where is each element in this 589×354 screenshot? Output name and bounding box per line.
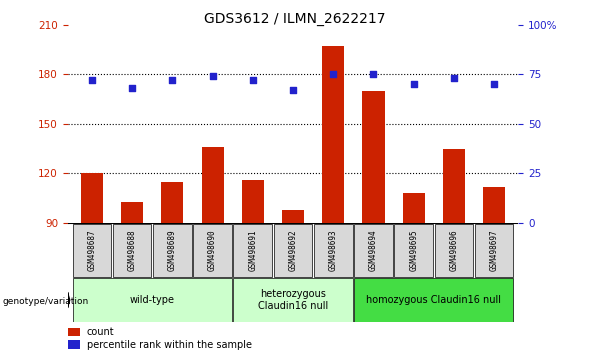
FancyBboxPatch shape xyxy=(354,224,393,277)
FancyBboxPatch shape xyxy=(435,224,474,277)
Text: heterozygous
Claudin16 null: heterozygous Claudin16 null xyxy=(258,289,328,311)
FancyBboxPatch shape xyxy=(233,224,272,277)
Text: percentile rank within the sample: percentile rank within the sample xyxy=(87,340,252,350)
Text: GSM498689: GSM498689 xyxy=(168,230,177,271)
Text: GSM498690: GSM498690 xyxy=(208,230,217,271)
FancyBboxPatch shape xyxy=(233,278,353,322)
Point xyxy=(87,78,97,83)
FancyBboxPatch shape xyxy=(193,224,232,277)
Bar xyxy=(68,341,80,349)
Text: genotype/variation: genotype/variation xyxy=(3,297,89,307)
FancyBboxPatch shape xyxy=(112,224,151,277)
Point xyxy=(409,81,418,87)
Bar xyxy=(241,180,264,223)
Point xyxy=(248,78,257,83)
Bar xyxy=(282,210,304,223)
Point xyxy=(289,87,298,93)
FancyArrow shape xyxy=(66,287,70,313)
Bar xyxy=(68,328,80,336)
Text: GDS3612 / ILMN_2622217: GDS3612 / ILMN_2622217 xyxy=(204,12,385,27)
FancyBboxPatch shape xyxy=(354,278,514,322)
Bar xyxy=(483,187,505,223)
Text: homozygous Claudin16 null: homozygous Claudin16 null xyxy=(366,295,501,305)
Text: wild-type: wild-type xyxy=(130,295,175,305)
Text: GSM498693: GSM498693 xyxy=(329,230,337,271)
Text: GSM498696: GSM498696 xyxy=(449,230,458,271)
FancyBboxPatch shape xyxy=(153,224,191,277)
Bar xyxy=(201,147,224,223)
Point xyxy=(369,72,378,77)
FancyBboxPatch shape xyxy=(314,224,353,277)
Text: GSM498687: GSM498687 xyxy=(87,230,97,271)
Bar xyxy=(403,193,425,223)
FancyBboxPatch shape xyxy=(475,224,514,277)
Point xyxy=(449,75,459,81)
Text: GSM498694: GSM498694 xyxy=(369,230,378,271)
Text: GSM498691: GSM498691 xyxy=(249,230,257,271)
Point xyxy=(329,72,338,77)
Text: GSM498695: GSM498695 xyxy=(409,230,418,271)
Bar xyxy=(81,173,103,223)
Bar xyxy=(322,46,345,223)
Point xyxy=(489,81,499,87)
Text: GSM498688: GSM498688 xyxy=(128,230,137,271)
Point xyxy=(208,74,217,79)
Text: GSM498692: GSM498692 xyxy=(289,230,297,271)
Point xyxy=(127,85,137,91)
Point xyxy=(168,78,177,83)
Bar xyxy=(121,201,143,223)
FancyBboxPatch shape xyxy=(274,224,312,277)
FancyBboxPatch shape xyxy=(395,224,433,277)
Text: GSM498697: GSM498697 xyxy=(489,230,499,271)
Bar xyxy=(161,182,183,223)
Bar xyxy=(443,149,465,223)
Text: count: count xyxy=(87,327,114,337)
Bar xyxy=(362,91,385,223)
FancyBboxPatch shape xyxy=(72,224,111,277)
FancyBboxPatch shape xyxy=(72,278,232,322)
